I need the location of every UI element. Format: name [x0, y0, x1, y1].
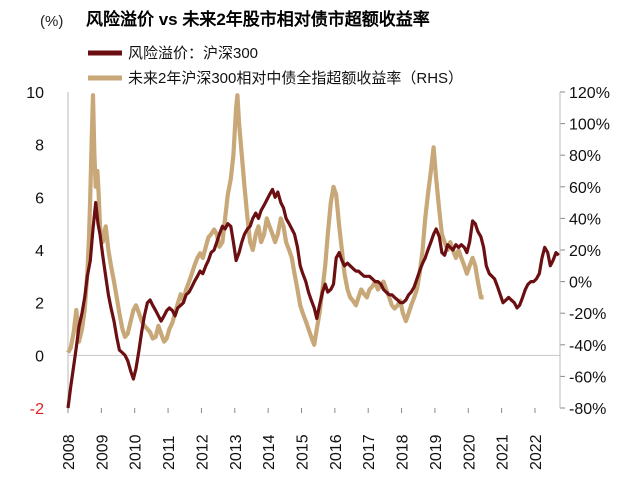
right-tick-label: -40%: [569, 338, 606, 355]
x-tick-label: 2012: [194, 434, 211, 470]
x-tick-label: 2017: [361, 434, 378, 470]
x-tick-label: 2019: [428, 434, 445, 470]
x-tick-label: 2011: [161, 435, 178, 470]
series-line-excess-return: [66, 93, 484, 354]
x-tick-label: 2021: [495, 434, 512, 470]
left-tick-label: 0: [35, 348, 44, 365]
x-tick-label: 2022: [528, 434, 545, 470]
x-tick-label: 2015: [294, 434, 311, 470]
right-tick-label: -60%: [569, 369, 606, 386]
legend-label-risk-premium: 风险溢价：沪深300: [128, 45, 258, 62]
right-tick-label: 60%: [569, 180, 601, 197]
x-tick-label: 2009: [94, 434, 111, 470]
left-tick-label: 8: [35, 138, 44, 155]
left-axis-ticks: -2 0 2 4 6 8 10: [26, 85, 44, 418]
x-tick-label: 2014: [261, 434, 278, 470]
left-tick-label: 10: [26, 85, 44, 102]
right-tick-label: 40%: [569, 211, 601, 228]
x-tick-label: 2016: [328, 434, 345, 470]
right-axis-ticks: -80% -60% -40% -20% 0% 20% 40% 60% 80% 100% 120%: [560, 85, 610, 418]
x-tick-label: 2020: [461, 434, 478, 470]
legend-label-excess-return: 未来2年沪深300相对中债全指超额收益率（RHS）: [128, 69, 463, 87]
left-tick-label: 4: [35, 243, 44, 260]
right-tick-label: 120%: [569, 85, 610, 102]
chart-title: 风险溢价 vs 未来2年股市相对债市超额收益率: [86, 9, 430, 29]
right-tick-label: -80%: [569, 401, 606, 418]
y-unit-label: (%): [40, 13, 63, 30]
left-tick-label: 6: [35, 190, 44, 207]
right-tick-label: 100%: [569, 117, 610, 134]
right-tick-label: 0%: [569, 275, 592, 292]
right-tick-label: 20%: [569, 243, 601, 260]
series-line-risk-premium: [66, 187, 560, 409]
x-tick-label: 2010: [128, 434, 145, 470]
x-tick-label: 2018: [395, 434, 412, 470]
right-tick-label: -20%: [569, 306, 606, 323]
right-tick-label: 80%: [569, 148, 601, 165]
legend: 风险溢价：沪深300 未来2年沪深300相对中债全指超额收益率（RHS）: [88, 45, 463, 87]
x-tick-label: 2013: [228, 434, 245, 470]
left-tick-label: -2: [30, 401, 44, 418]
plot-area: -2 0 2 4 6 8 10 -80% -60% -40% -20% 0% 20% 40% 60% 80%…: [26, 85, 610, 470]
left-tick-label: 2: [35, 296, 44, 313]
x-axis-ticks: 2008 2009 2010 2011 2012 2013 2014 2015 2016 2017…: [61, 408, 545, 470]
x-tick-label: 2008: [61, 434, 78, 470]
